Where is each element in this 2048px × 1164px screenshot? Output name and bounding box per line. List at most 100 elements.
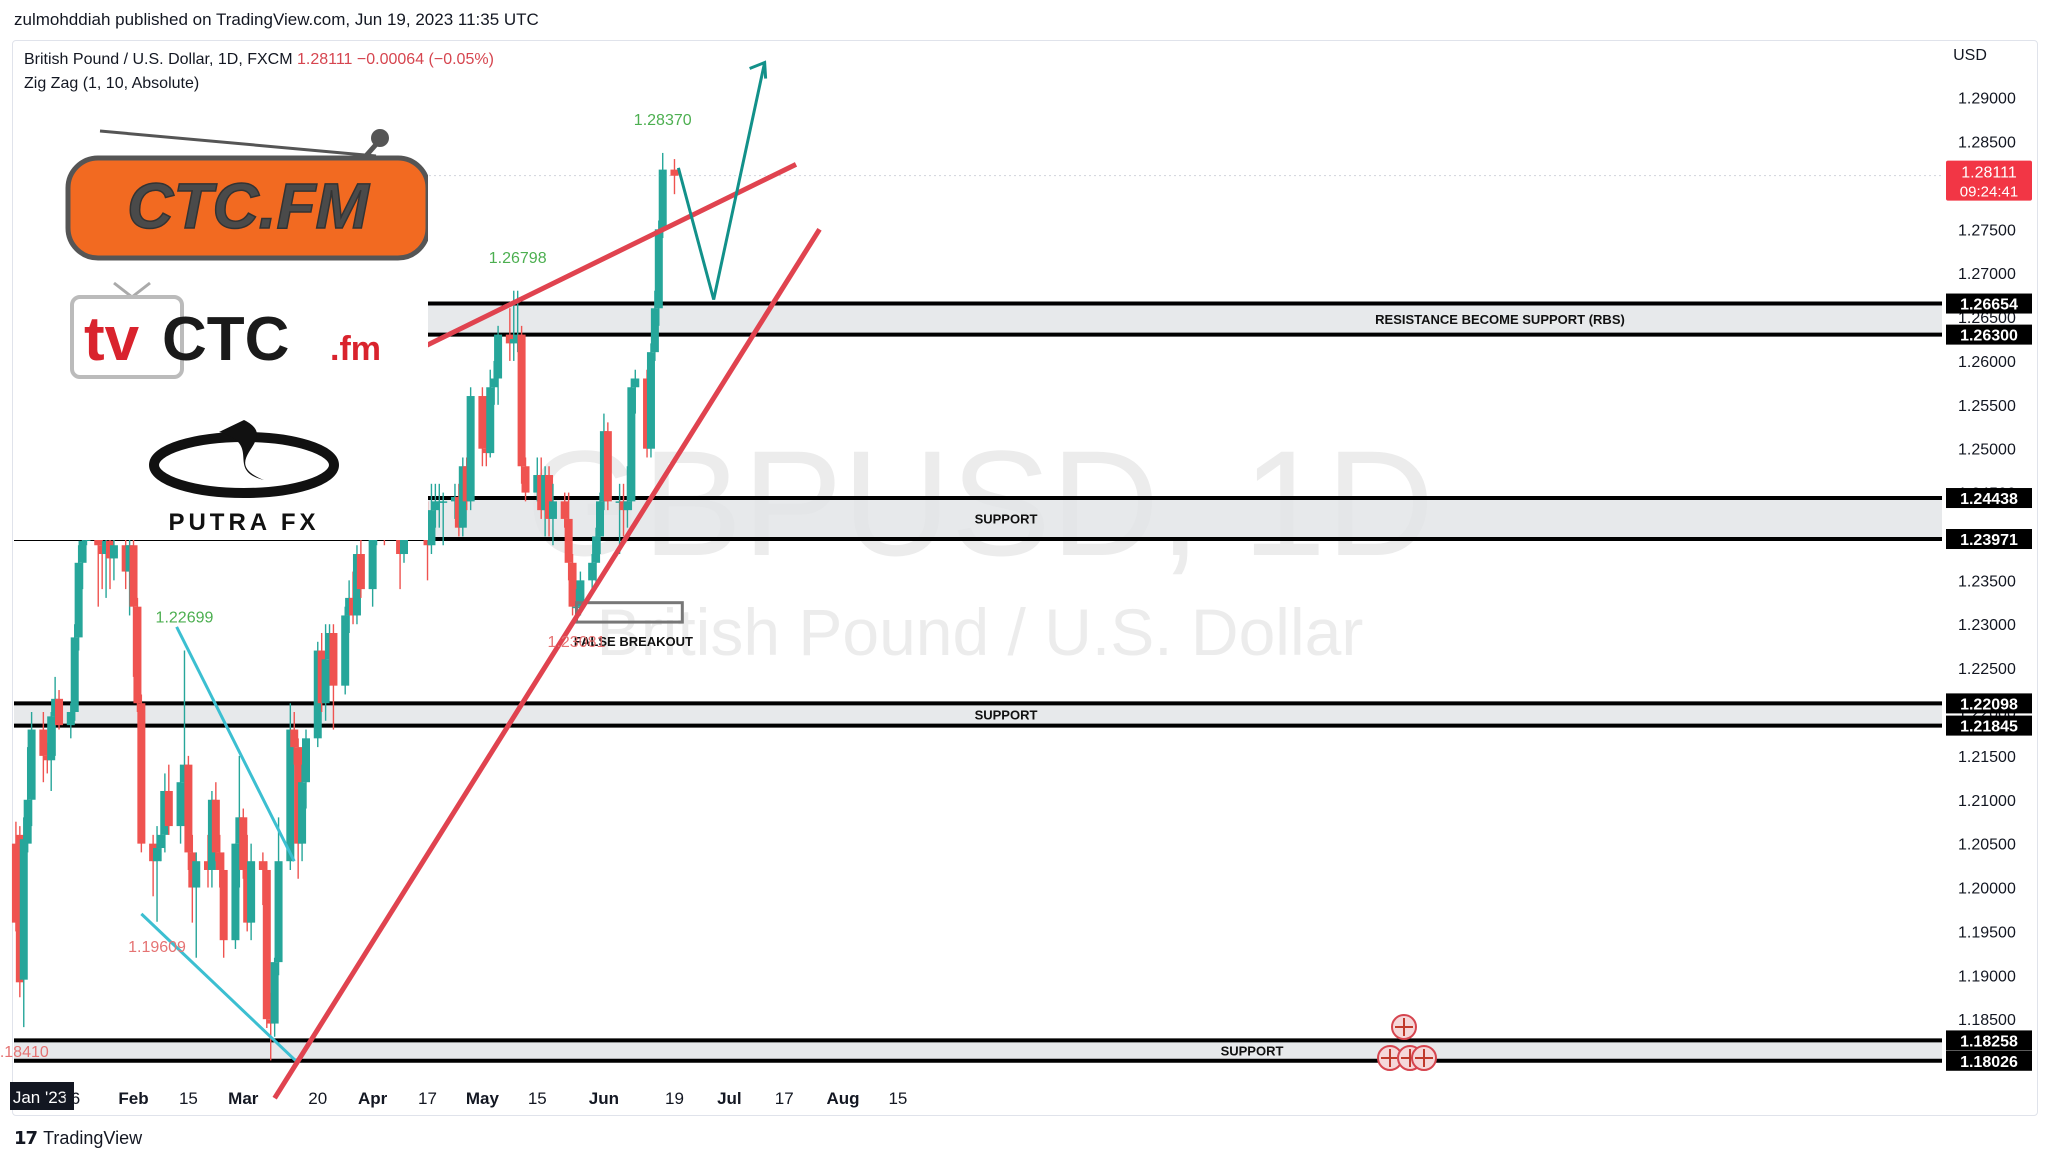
candle-body[interactable]	[631, 378, 640, 388]
candle-body[interactable]	[341, 615, 350, 686]
candle-body[interactable]	[66, 711, 75, 726]
legend-symbol-line: British Pound / U.S. Dollar, 1D, FXCM 1.…	[24, 48, 494, 72]
antenna-stem	[362, 138, 382, 160]
candle-body[interactable]	[545, 475, 554, 519]
candle-body[interactable]	[74, 562, 83, 638]
candle-body[interactable]	[588, 562, 597, 581]
tradingview-footer[interactable]: 𝟭𝟳 TradingView	[14, 1128, 142, 1149]
x-tick-label: 19	[665, 1089, 684, 1108]
candle-body[interactable]	[427, 510, 436, 546]
candle-body[interactable]	[564, 518, 573, 563]
candle-body[interactable]	[658, 169, 667, 230]
candle-body[interactable]	[592, 536, 601, 563]
candle-body[interactable]	[156, 834, 165, 849]
candle-body[interactable]	[670, 169, 679, 176]
candle-body[interactable]	[129, 545, 138, 607]
candle-body[interactable]	[356, 554, 365, 590]
candle-body[interactable]	[431, 501, 440, 511]
candle-body[interactable]	[321, 659, 330, 704]
candle-body[interactable]	[215, 852, 224, 870]
x-tick-label: Jun	[589, 1089, 619, 1108]
putra-fx-logo: PUTRA FX	[149, 420, 339, 536]
candle-body[interactable]	[654, 229, 663, 309]
zone-2	[14, 703, 1942, 726]
candle-body[interactable]	[368, 536, 377, 590]
candle-body[interactable]	[55, 698, 64, 726]
event-flags	[1377, 1014, 1437, 1071]
projection-path[interactable]	[676, 62, 767, 300]
x-tick-label: Aug	[827, 1089, 860, 1108]
candle-body[interactable]	[517, 334, 526, 467]
candle-body[interactable]	[302, 738, 310, 783]
candle-body[interactable]	[627, 387, 636, 502]
candle-body[interactable]	[490, 378, 499, 388]
false-breakout-label: FALSE BREAKOUT	[574, 634, 693, 649]
candle-body[interactable]	[27, 729, 36, 800]
candle-body[interactable]	[650, 308, 659, 353]
candle-body[interactable]	[78, 540, 87, 563]
candle-body[interactable]	[39, 729, 48, 756]
candle-body[interactable]	[23, 799, 32, 844]
y-tick-label: 1.23500	[1958, 573, 2016, 590]
candle-body[interactable]	[439, 501, 448, 503]
candle-body[interactable]	[258, 861, 267, 870]
channel-line-1	[140, 912, 300, 1065]
candle-body[interactable]	[219, 869, 228, 941]
candle-body[interactable]	[153, 848, 162, 862]
candle-body[interactable]	[109, 545, 118, 559]
candle-body[interactable]	[521, 466, 530, 493]
candle-body[interactable]	[137, 703, 146, 844]
candle-body[interactable]	[298, 782, 307, 844]
candle-body[interactable]	[603, 431, 612, 502]
chart-legend: British Pound / U.S. Dollar, 1D, FXCM 1.…	[24, 48, 494, 96]
x-tick-label: Feb	[118, 1089, 148, 1108]
y-tick-label: 1.27000	[1958, 266, 2016, 283]
candle-body[interactable]	[70, 637, 79, 712]
candle-body[interactable]	[192, 861, 201, 888]
candle-body[interactable]	[176, 782, 185, 827]
candle-body[interactable]	[478, 396, 487, 449]
candle-body[interactable]	[494, 334, 503, 379]
candle-body[interactable]	[576, 580, 585, 607]
candle-body[interactable]	[548, 501, 557, 519]
candle-body[interactable]	[262, 869, 271, 1020]
candle-body[interactable]	[646, 352, 655, 449]
candle-body[interactable]	[239, 817, 248, 870]
candle-body[interactable]	[560, 501, 569, 519]
x-tick-label: Jul	[717, 1089, 742, 1108]
candle-body[interactable]	[211, 799, 220, 853]
channel-line-0	[175, 626, 296, 862]
candle-body[interactable]	[486, 387, 495, 454]
candle-body[interactable]	[286, 729, 295, 862]
published-by: zulmohddiah published on TradingView.com…	[14, 10, 539, 29]
candle-body[interactable]	[133, 606, 142, 704]
trendline-0[interactable]	[272, 227, 822, 1100]
candle-body[interactable]	[290, 729, 299, 748]
chart-frame	[12, 40, 2038, 1116]
candle-body[interactable]	[231, 843, 240, 941]
candle-body[interactable]	[184, 764, 193, 853]
candle-body[interactable]	[47, 716, 56, 761]
candle-body[interactable]	[274, 861, 283, 963]
y-tick-label: 1.20500	[1958, 837, 2016, 854]
candle-body[interactable]	[164, 790, 173, 827]
legend-symbol[interactable]: British Pound / U.S. Dollar, 1D, FXCM	[24, 51, 293, 68]
candle-body[interactable]	[247, 861, 256, 923]
current-price-tag: 1.28111 09:24:41	[1946, 160, 2032, 201]
level-tag-text: 1.21845	[1960, 719, 2018, 736]
candle-body[interactable]	[329, 633, 338, 686]
candle-body[interactable]	[466, 396, 475, 502]
candle-body[interactable]	[270, 962, 279, 1024]
zone-label-3: SUPPORT	[1221, 1044, 1284, 1059]
candle-body[interactable]	[623, 501, 632, 511]
candle-body[interactable]	[596, 501, 604, 537]
candle-body[interactable]	[568, 562, 577, 607]
legend-indicator[interactable]: Zig Zag (1, 10, Absolute)	[24, 75, 200, 92]
candle-body[interactable]	[94, 536, 103, 546]
candle-body[interactable]	[509, 338, 518, 344]
watermark-name: British Pound / U.S. Dollar	[597, 595, 1364, 669]
x-tick-label: 20	[308, 1089, 327, 1108]
candle-body[interactable]	[19, 839, 28, 980]
